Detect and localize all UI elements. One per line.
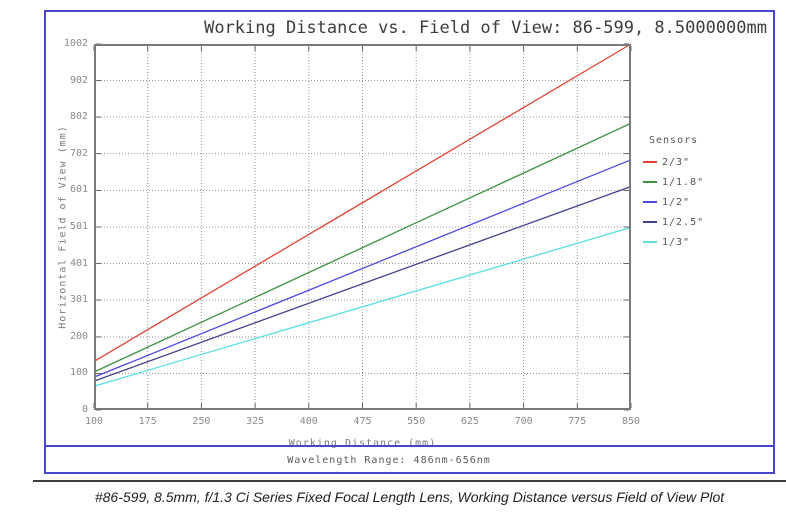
legend: Sensors 2/3" 1/1.8" 1/2" 1/2.5" 1/3"	[643, 135, 704, 252]
x-tick-label: 400	[299, 416, 318, 427]
x-tick-label: 325	[246, 416, 265, 427]
series-line-11.8	[93, 122, 632, 373]
wavelength-range-text: Wavelength Range: 486nm-656nm	[287, 455, 491, 466]
x-tick-label: 175	[138, 416, 157, 427]
y-tick-label: 401	[69, 257, 88, 269]
plot-border	[94, 44, 631, 410]
y-tick-label: 601	[69, 184, 88, 196]
x-tick-label: 700	[514, 416, 533, 427]
legend-swatch-icon	[643, 201, 657, 203]
x-tick-label: 850	[621, 416, 641, 427]
legend-label: 1/2"	[662, 196, 691, 208]
x-tick-label: 550	[407, 416, 426, 427]
y-tick-label: 100	[69, 367, 88, 379]
series-line-12.5	[93, 185, 632, 382]
x-tick-label: 775	[568, 416, 587, 427]
x-tick-label: 250	[192, 416, 211, 427]
series-line-23	[93, 43, 632, 362]
y-tick-label: 702	[69, 147, 88, 159]
legend-item: 1/1.8"	[643, 172, 704, 192]
legend-swatch-icon	[643, 161, 657, 163]
y-tick-label: 501	[69, 221, 88, 232]
chart-title: Working Distance vs. Field of View: 86-5…	[204, 18, 767, 38]
legend-item: 2/3"	[643, 152, 704, 172]
x-tick-label: 475	[353, 416, 372, 427]
x-tick-label: 625	[460, 416, 479, 427]
plot-area	[93, 43, 632, 411]
y-tick-label: 0	[81, 404, 88, 415]
figure-caption: #86-599, 8.5mm, f/1.3 Ci Series Fixed Fo…	[94, 489, 725, 505]
caption-divider	[33, 480, 786, 482]
wavelength-footer: Wavelength Range: 486nm-656nm	[46, 445, 773, 474]
y-tick-label: 200	[69, 330, 88, 342]
legend-items: 2/3" 1/1.8" 1/2" 1/2.5" 1/3"	[643, 152, 704, 252]
legend-item: 1/2"	[643, 192, 704, 212]
x-tick-label: 100	[84, 416, 104, 427]
series-line-13	[93, 226, 632, 387]
y-tick-label: 301	[69, 294, 88, 306]
y-tick-label: 902	[69, 74, 88, 86]
series-line-12	[93, 159, 632, 378]
legend-label: 2/3"	[662, 156, 691, 168]
chart-frame-box: Working Distance vs. Field of View: 86-5…	[44, 10, 775, 474]
legend-item: 1/2.5"	[643, 212, 704, 232]
legend-swatch-icon	[643, 221, 657, 223]
legend-label: 1/1.8"	[662, 176, 705, 188]
legend-item: 1/3"	[643, 232, 704, 252]
y-tick-label: 1002	[63, 38, 88, 49]
x-axis-label: Working Distance (mm)	[288, 438, 437, 449]
legend-swatch-icon	[643, 181, 657, 183]
plot-canvas	[93, 43, 632, 411]
legend-label: 1/3"	[662, 236, 691, 248]
y-tick-label: 802	[69, 111, 88, 123]
legend-title: Sensors	[649, 135, 699, 146]
legend-swatch-icon	[643, 241, 657, 243]
legend-label: 1/2.5"	[662, 216, 705, 228]
